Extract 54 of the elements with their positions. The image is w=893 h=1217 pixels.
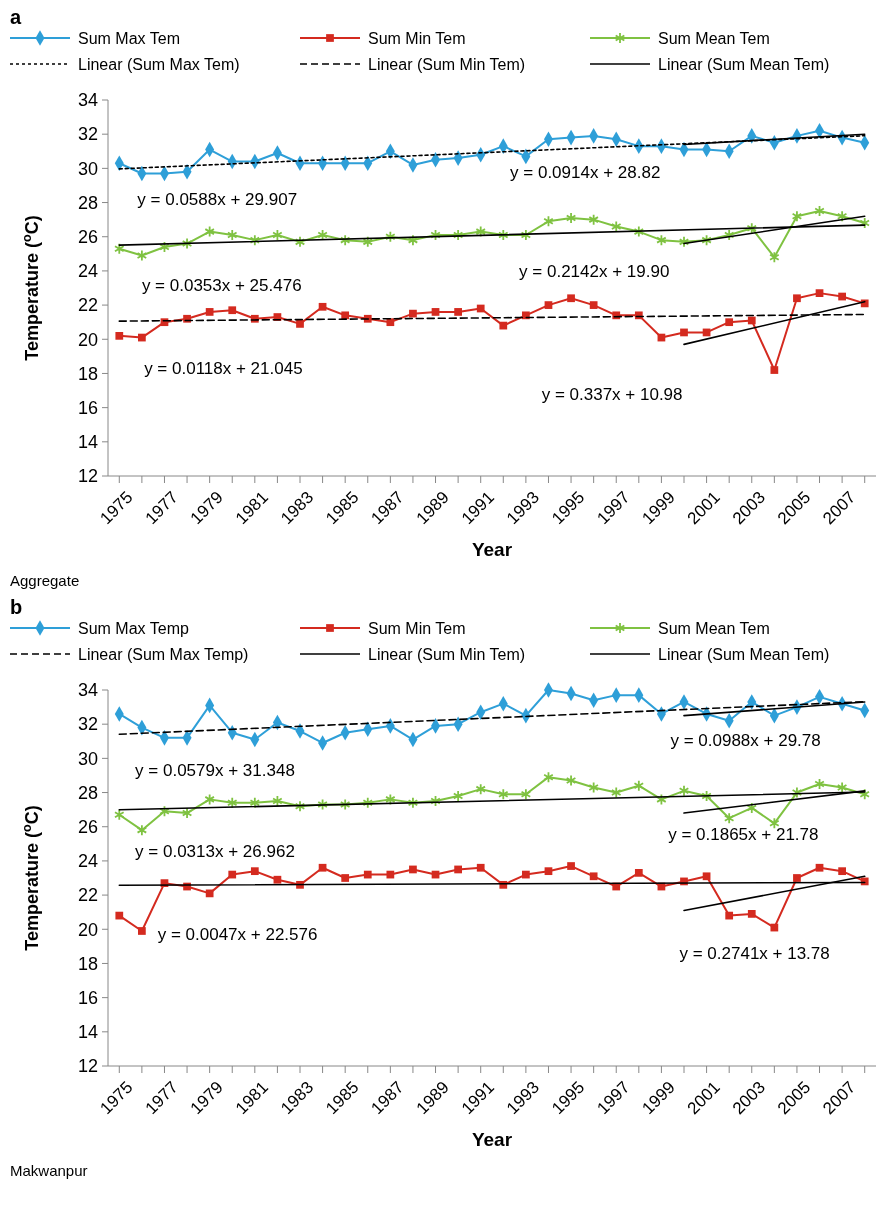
annotation: y = 0.337x + 10.98 — [541, 384, 683, 404]
y-tick-label: 20 — [77, 329, 98, 350]
y-tick-label: 14 — [77, 432, 98, 453]
annotation: y = 0.2741x + 13.78 — [679, 944, 830, 964]
annotation: y = 0.0118x + 21.045 — [144, 359, 303, 379]
y-tick-label: 30 — [77, 748, 98, 769]
annotation: y = 0.0914x + 28.82 — [510, 162, 661, 182]
annotation: y = 0.0313x + 26.962 — [135, 841, 295, 861]
legend-label: Sum Mean Tem — [658, 619, 770, 637]
annotation: y = 0.0988x + 29.78 — [670, 730, 821, 750]
legend-label: Sum Min Tem — [368, 29, 466, 47]
y-tick-label: 12 — [77, 1056, 98, 1077]
x-axis-title: Year — [471, 539, 513, 560]
y-tick-label: 30 — [77, 158, 98, 179]
y-tick-label: 22 — [77, 295, 98, 316]
annotation: y = 0.0353x + 25.476 — [141, 275, 302, 295]
legend-label: Sum Mean Tem — [658, 29, 770, 47]
y-tick-label: 26 — [77, 817, 98, 838]
annotation: y = 0.0047x + 22.576 — [157, 925, 318, 945]
legend-label: Sum Max Tem — [78, 29, 180, 47]
chart-title: b — [10, 596, 23, 618]
y-tick-label: 18 — [77, 363, 98, 384]
y-tick-label: 32 — [77, 714, 98, 735]
annotation: y = 0.1865x + 21.78 — [668, 824, 819, 844]
y-tick-label: 26 — [77, 227, 98, 248]
y-tick-label: 24 — [77, 851, 98, 872]
legend-label: Linear (Sum Min Tem) — [368, 55, 526, 73]
y-tick-label: 34 — [77, 680, 98, 701]
legend-label: Sum Min Tem — [368, 619, 466, 637]
y-tick-label: 28 — [77, 192, 98, 213]
legend-label: Linear (Sum Max Temp) — [78, 645, 249, 663]
y-tick-label: 24 — [77, 261, 98, 282]
legend-label: Linear (Sum Mean Tem) — [658, 55, 830, 73]
legend-label: Sum Max Temp — [78, 619, 189, 637]
y-tick-label: 16 — [77, 397, 98, 418]
chart-title: a — [10, 6, 22, 28]
y-tick-label: 16 — [77, 987, 98, 1008]
y-tick-label: 18 — [77, 953, 98, 974]
y-tick-label: 28 — [77, 782, 98, 803]
annotation: y = 0.0588x + 29.907 — [137, 190, 298, 210]
y-tick-label: 20 — [77, 919, 98, 940]
y-tick-label: 12 — [77, 466, 98, 487]
y-tick-label: 34 — [77, 90, 98, 111]
legend-label: Linear (Sum Mean Tem) — [658, 645, 830, 663]
legend-label: Linear (Sum Min Tem) — [368, 645, 526, 663]
legend-label: Linear (Sum Max Tem) — [78, 55, 240, 73]
y-tick-label: 22 — [77, 885, 98, 906]
x-axis-title: Year — [471, 1129, 513, 1150]
y-tick-label: 14 — [77, 1022, 98, 1043]
y-tick-label: 32 — [77, 124, 98, 145]
text: Aggregate — [10, 572, 80, 589]
annotation: y = 0.2142x + 19.90 — [519, 261, 670, 281]
annotation: y = 0.0579x + 31.348 — [135, 761, 295, 781]
text: Makwanpur — [10, 1162, 88, 1179]
